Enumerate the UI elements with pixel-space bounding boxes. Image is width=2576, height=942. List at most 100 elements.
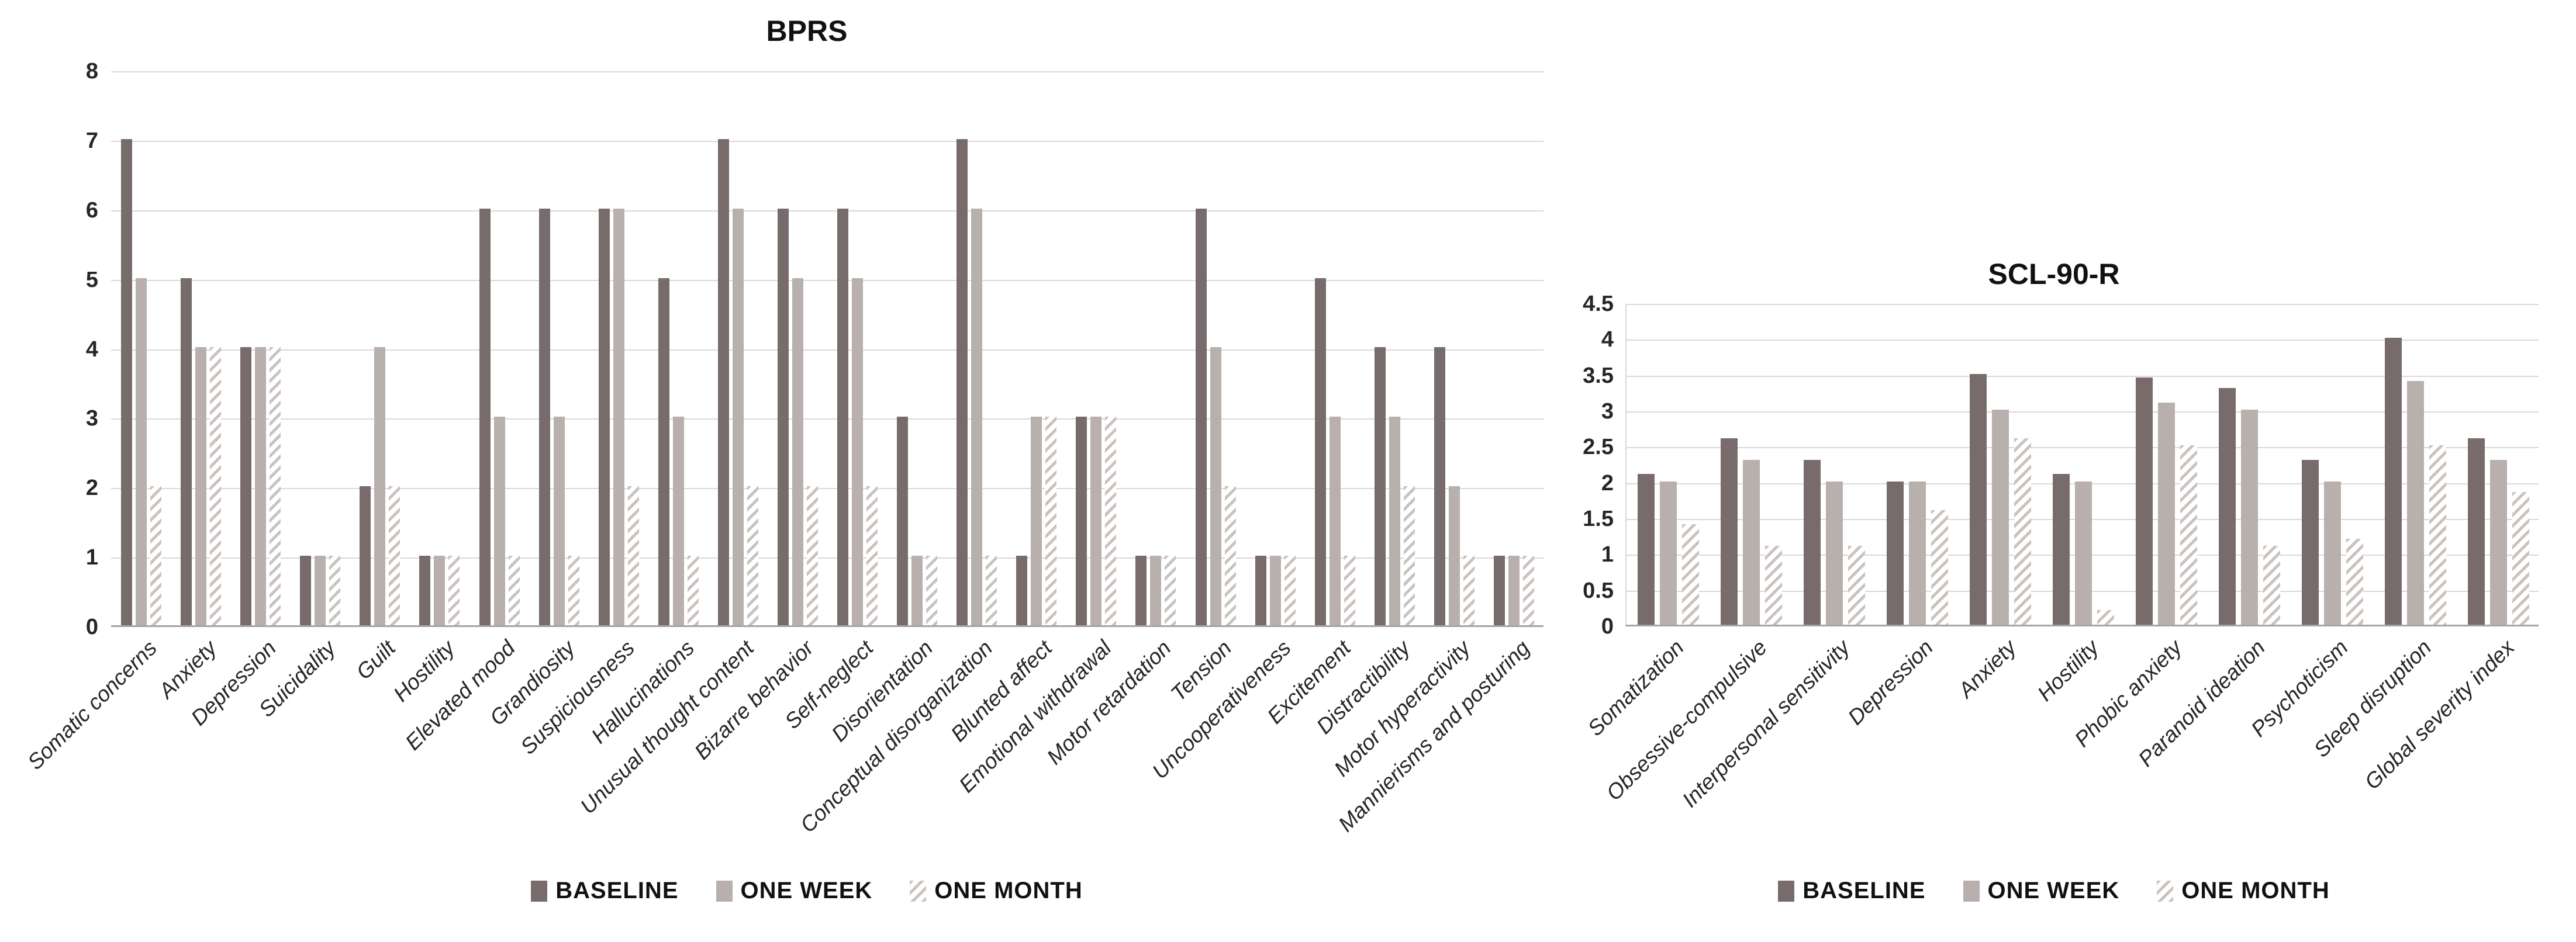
scl-90-r-plot-area: 0 0.5 1 1.5 2 2.5 3 3.5 4 4.5 Somatization Obsessiv… bbox=[1583, 292, 2540, 812]
bar-group bbox=[2291, 460, 2374, 625]
bar-one-month bbox=[866, 486, 878, 625]
bar-baseline bbox=[240, 347, 251, 625]
bprs-chart: BPRS 0 1 2 3 4 5 6 7 8 Somatic concerns Anxiety Dep… bbox=[23, 0, 1579, 942]
bar-baseline bbox=[1720, 438, 1738, 625]
gridline bbox=[111, 349, 1543, 351]
bar-baseline bbox=[896, 417, 908, 625]
bar-one-month bbox=[687, 556, 699, 625]
bar-one-month bbox=[269, 347, 281, 625]
legend-label: BASELINE bbox=[555, 878, 679, 903]
y-axis-tick-label: 0.5 bbox=[1583, 579, 1614, 603]
bar-group bbox=[1484, 556, 1543, 625]
bar-group bbox=[1876, 482, 1959, 625]
x-axis-category-label: Hostility bbox=[2033, 635, 2104, 706]
bar-group bbox=[111, 139, 171, 625]
bar-one-week bbox=[613, 209, 624, 625]
bar-baseline bbox=[1075, 417, 1087, 625]
bar-one-month bbox=[1344, 556, 1355, 625]
x-axis-category-label: Depression bbox=[1843, 635, 1938, 730]
bar-baseline bbox=[180, 278, 192, 625]
bar-group bbox=[2208, 388, 2291, 625]
bar-one-month bbox=[388, 486, 400, 625]
bar-one-month bbox=[806, 486, 818, 625]
bar-baseline bbox=[777, 209, 789, 625]
scl-90-r-chart-title: SCL-90-R bbox=[1988, 258, 2120, 290]
bar-one-month bbox=[329, 556, 340, 625]
bar-one-month bbox=[568, 556, 579, 625]
bar-one-week bbox=[1908, 482, 1926, 625]
gridline bbox=[111, 210, 1543, 212]
bar-group bbox=[171, 278, 230, 625]
bar-one-week bbox=[1991, 410, 2009, 625]
bar-group bbox=[708, 139, 768, 625]
bar-one-week bbox=[732, 209, 744, 625]
x-axis-category-label: Global severity index bbox=[2360, 635, 2519, 794]
bar-group bbox=[230, 347, 290, 625]
x-axis-category-label: Somatic concerns bbox=[23, 636, 161, 774]
bar-group bbox=[469, 209, 529, 625]
bar-baseline bbox=[419, 556, 430, 625]
bar-group bbox=[290, 556, 350, 625]
bar-one-week bbox=[792, 278, 803, 625]
bprs-plot-area: 0 1 2 3 4 5 6 7 8 Somatic concerns Anxiety Depressi… bbox=[23, 59, 1543, 837]
legend-swatch-one-month bbox=[910, 880, 927, 902]
bar-group bbox=[1066, 417, 1125, 625]
gridline bbox=[111, 280, 1543, 281]
bar-group bbox=[648, 278, 708, 625]
bar-one-week bbox=[1090, 417, 1101, 625]
y-axis-tick-label: 0 bbox=[1601, 614, 1614, 639]
bar-one-week bbox=[911, 556, 923, 625]
bar-baseline bbox=[1195, 209, 1207, 625]
bar-one-week bbox=[254, 347, 266, 625]
bar-group bbox=[1959, 374, 2042, 625]
legend-item-one-month: ONE MONTH bbox=[2157, 878, 2329, 904]
bar-baseline bbox=[2467, 438, 2485, 625]
bar-baseline bbox=[1255, 556, 1266, 625]
gridline bbox=[111, 488, 1543, 489]
bar-one-month bbox=[1681, 524, 1699, 625]
bar-group bbox=[1710, 438, 1793, 625]
bar-one-month bbox=[2180, 445, 2197, 625]
y-axis-tick-label: 4 bbox=[1601, 327, 1614, 352]
bar-one-week bbox=[374, 347, 385, 625]
bar-one-week bbox=[2323, 482, 2341, 625]
bar-one-month bbox=[2512, 492, 2529, 625]
bar-group bbox=[409, 556, 469, 625]
bar-group bbox=[768, 209, 827, 625]
bar-baseline bbox=[2052, 474, 2070, 625]
bar-baseline bbox=[598, 209, 610, 625]
bar-group bbox=[947, 139, 1006, 625]
scl-90-r-chart: SCL-90-R 0 0.5 1 1.5 2 2.5 3 3.5 4 4.5 Somatizatio… bbox=[1532, 0, 2576, 942]
bar-baseline bbox=[479, 209, 491, 625]
bar-one-week bbox=[2240, 410, 2258, 625]
bar-one-week bbox=[1149, 556, 1161, 625]
bar-one-month bbox=[2014, 438, 2031, 625]
bar-one-week bbox=[2074, 482, 2092, 625]
y-axis-tick-label: 3.5 bbox=[1583, 363, 1614, 388]
bar-one-month bbox=[1104, 417, 1116, 625]
bar-group bbox=[1793, 460, 1876, 625]
bar-one-week bbox=[1269, 556, 1281, 625]
legend-swatch-one-month bbox=[2157, 880, 2174, 902]
bar-baseline bbox=[658, 278, 669, 625]
bar-group bbox=[1305, 278, 1365, 625]
bar-one-month bbox=[1764, 546, 1782, 625]
legend-swatch-baseline bbox=[531, 880, 548, 902]
bar-one-week bbox=[135, 278, 147, 625]
bar-group bbox=[2457, 438, 2540, 625]
y-axis-tick-label: 5 bbox=[85, 268, 98, 292]
bar-one-month bbox=[2429, 445, 2446, 625]
bar-one-month bbox=[1224, 486, 1236, 625]
bar-baseline bbox=[1803, 460, 1821, 625]
bar-baseline bbox=[299, 556, 311, 625]
bar-one-month bbox=[926, 556, 937, 625]
bar-one-month bbox=[1045, 417, 1056, 625]
bar-baseline bbox=[1493, 556, 1505, 625]
legend-item-one-month: ONE MONTH bbox=[910, 878, 1082, 904]
bar-baseline bbox=[2301, 460, 2319, 625]
bar-group bbox=[887, 417, 947, 625]
bar-one-week bbox=[1742, 460, 1760, 625]
bar-one-week bbox=[2406, 381, 2424, 625]
legend-label: ONE WEEK bbox=[1987, 878, 2120, 903]
